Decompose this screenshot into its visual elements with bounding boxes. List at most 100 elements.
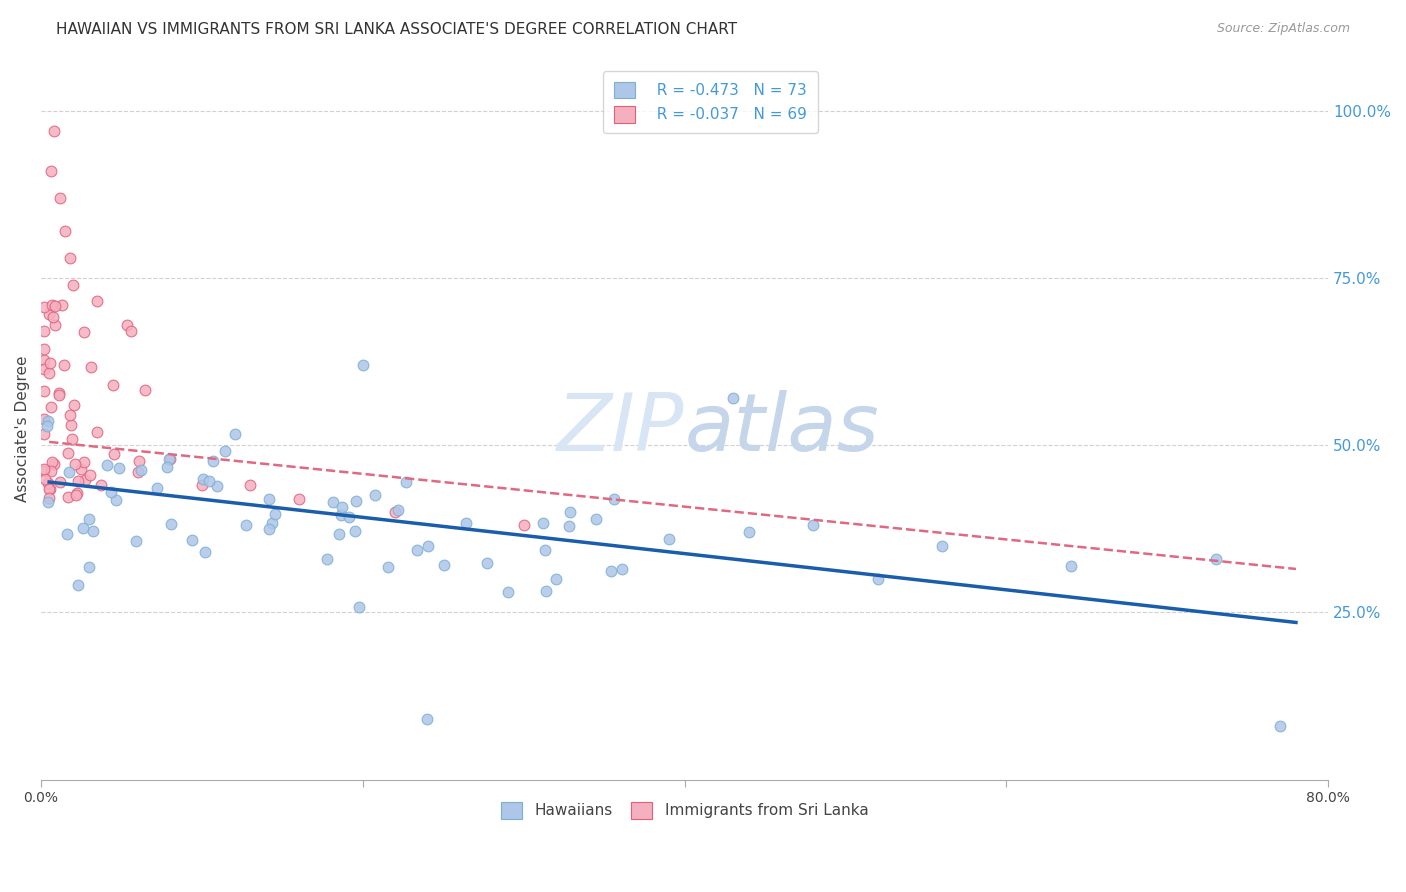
Point bbox=[41, 400, 63, 414]
Point bbox=[191, 472, 214, 486]
Point bbox=[352, 358, 374, 372]
Point bbox=[37, 414, 59, 428]
Point bbox=[475, 556, 498, 570]
Point bbox=[287, 491, 309, 506]
Point bbox=[146, 481, 169, 495]
Text: ZIP: ZIP bbox=[557, 390, 685, 467]
Point bbox=[328, 526, 350, 541]
Y-axis label: Associate's Degree: Associate's Degree bbox=[15, 355, 30, 502]
Point bbox=[34, 427, 56, 442]
Point bbox=[80, 359, 103, 374]
Point bbox=[37, 419, 59, 434]
Point bbox=[44, 299, 66, 313]
Point bbox=[363, 488, 385, 502]
Point bbox=[79, 467, 101, 482]
Point bbox=[44, 318, 66, 332]
Point bbox=[56, 445, 79, 459]
Point bbox=[205, 479, 228, 493]
Point bbox=[315, 551, 337, 566]
Point bbox=[65, 487, 87, 501]
Point bbox=[73, 326, 96, 340]
Point bbox=[59, 251, 82, 265]
Point bbox=[41, 298, 63, 312]
Point bbox=[801, 518, 824, 533]
Point bbox=[931, 539, 953, 553]
Point bbox=[82, 524, 104, 538]
Point bbox=[156, 460, 179, 475]
Point bbox=[129, 463, 152, 477]
Point bbox=[53, 224, 76, 238]
Point bbox=[34, 411, 56, 425]
Point bbox=[60, 432, 83, 446]
Point bbox=[262, 516, 284, 530]
Point bbox=[90, 477, 112, 491]
Point bbox=[160, 517, 183, 532]
Point bbox=[585, 512, 607, 526]
Point bbox=[37, 475, 59, 490]
Point bbox=[63, 398, 86, 412]
Point bbox=[330, 508, 353, 522]
Point bbox=[496, 585, 519, 599]
Point bbox=[73, 455, 96, 469]
Point bbox=[384, 505, 406, 519]
Point bbox=[103, 377, 125, 392]
Point bbox=[79, 560, 101, 574]
Point bbox=[107, 461, 129, 475]
Point bbox=[39, 164, 62, 178]
Point bbox=[79, 512, 101, 526]
Point bbox=[96, 458, 118, 472]
Point bbox=[70, 462, 93, 476]
Point bbox=[134, 384, 156, 398]
Point bbox=[406, 543, 429, 558]
Point bbox=[59, 408, 82, 422]
Point bbox=[63, 457, 86, 471]
Point bbox=[544, 572, 567, 586]
Point bbox=[533, 516, 555, 530]
Point bbox=[49, 475, 72, 489]
Point bbox=[38, 356, 60, 370]
Point bbox=[180, 533, 202, 548]
Point bbox=[42, 310, 65, 324]
Text: Source: ZipAtlas.com: Source: ZipAtlas.com bbox=[1216, 22, 1350, 36]
Point bbox=[418, 539, 440, 553]
Point bbox=[159, 451, 181, 466]
Point bbox=[330, 500, 353, 514]
Point bbox=[224, 427, 246, 442]
Point bbox=[721, 392, 744, 406]
Point bbox=[191, 478, 214, 492]
Point bbox=[344, 494, 367, 508]
Point bbox=[38, 491, 60, 505]
Point bbox=[34, 362, 56, 376]
Point bbox=[259, 522, 281, 536]
Point bbox=[66, 578, 89, 592]
Point bbox=[100, 484, 122, 499]
Point bbox=[38, 366, 60, 380]
Point bbox=[48, 386, 70, 401]
Point bbox=[34, 384, 56, 399]
Point bbox=[264, 507, 287, 521]
Point bbox=[197, 474, 219, 488]
Point bbox=[38, 307, 60, 321]
Point bbox=[42, 457, 65, 471]
Point bbox=[51, 298, 73, 312]
Point bbox=[214, 443, 236, 458]
Point bbox=[53, 358, 76, 372]
Point bbox=[610, 562, 633, 576]
Point bbox=[34, 461, 56, 475]
Legend: Hawaiians, Immigrants from Sri Lanka: Hawaiians, Immigrants from Sri Lanka bbox=[495, 796, 875, 824]
Point bbox=[124, 533, 146, 548]
Point bbox=[194, 545, 217, 559]
Point bbox=[34, 300, 56, 314]
Point bbox=[67, 474, 90, 488]
Point bbox=[347, 600, 370, 615]
Point bbox=[72, 521, 94, 535]
Point bbox=[387, 502, 409, 516]
Point bbox=[34, 324, 56, 338]
Point bbox=[49, 191, 72, 205]
Point bbox=[513, 518, 536, 533]
Point bbox=[86, 294, 108, 309]
Point bbox=[34, 352, 56, 367]
Point bbox=[58, 465, 80, 479]
Point bbox=[239, 478, 262, 492]
Point bbox=[558, 505, 581, 519]
